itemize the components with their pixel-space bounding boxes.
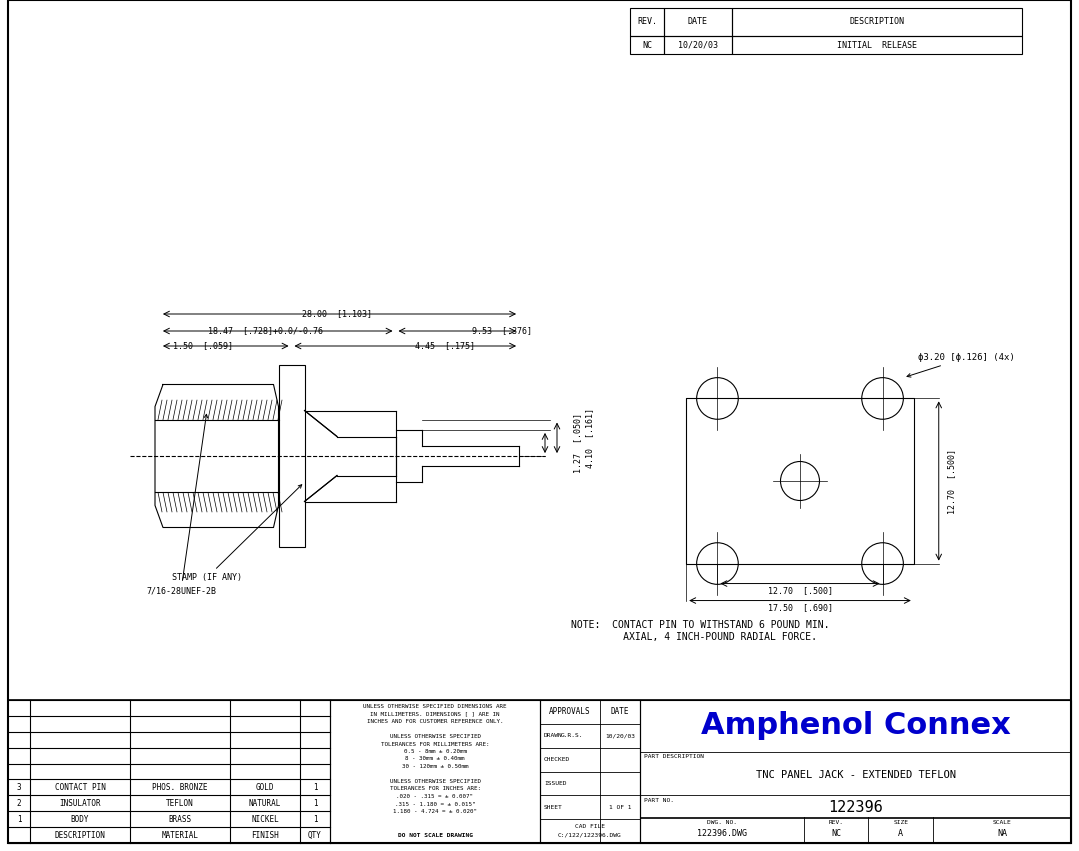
Bar: [732, 36, 1022, 54]
Text: DATE: DATE: [688, 18, 708, 26]
Text: 2: 2: [16, 799, 22, 808]
Bar: [540, 700, 640, 843]
Text: TEFLON: TEFLON: [166, 799, 194, 808]
Text: FINISH: FINISH: [251, 831, 278, 840]
Text: 3: 3: [16, 783, 22, 792]
Text: MATERIAL: MATERIAL: [162, 831, 199, 840]
Text: SCALE: SCALE: [993, 820, 1011, 825]
Text: 4.10  [.161]: 4.10 [.161]: [585, 408, 595, 468]
Bar: [686, 398, 914, 563]
Bar: [330, 700, 540, 843]
Text: 1.180 - 4.724 = ± 0.020": 1.180 - 4.724 = ± 0.020": [393, 809, 477, 814]
Text: SHEET: SHEET: [544, 805, 563, 810]
Text: NOTE:  CONTACT PIN TO WITHSTAND 6 POUND MIN.
       AXIAL, 4 INCH-POUND RADIAL F: NOTE: CONTACT PIN TO WITHSTAND 6 POUND M…: [571, 620, 830, 642]
Text: 1.50  [.059]: 1.50 [.059]: [174, 341, 233, 351]
Text: 1.27  [.050]: 1.27 [.050]: [573, 413, 582, 473]
Text: 1 OF 1: 1 OF 1: [609, 805, 631, 810]
Text: 12.70  [.500]: 12.70 [.500]: [946, 448, 956, 513]
Text: 122396: 122396: [828, 801, 883, 815]
Text: GOLD: GOLD: [256, 783, 274, 792]
Text: .020 - .315 = ± 0.007": .020 - .315 = ± 0.007": [396, 794, 474, 799]
Bar: [732, 8, 1022, 36]
Text: NATURAL: NATURAL: [249, 799, 282, 808]
Text: TOLERANCES FOR INCHES ARE:: TOLERANCES FOR INCHES ARE:: [390, 786, 480, 791]
Text: 7/16-28UNEF-2B: 7/16-28UNEF-2B: [146, 414, 216, 595]
Text: NC: NC: [642, 41, 652, 49]
Text: Amphenol Connex: Amphenol Connex: [700, 711, 1010, 740]
Text: 10/20/03: 10/20/03: [605, 734, 636, 739]
Text: INCHES AND FOR CUSTOMER REFERENCE ONLY.: INCHES AND FOR CUSTOMER REFERENCE ONLY.: [367, 719, 503, 724]
Bar: [630, 36, 664, 54]
Text: G.R.S.: G.R.S.: [561, 734, 584, 739]
Text: 30 - 120mm ± 0.50mm: 30 - 120mm ± 0.50mm: [401, 764, 468, 769]
Text: 12.70  [.500]: 12.70 [.500]: [767, 586, 833, 595]
Text: TOLERANCES FOR MILLIMETERS ARE:: TOLERANCES FOR MILLIMETERS ARE:: [381, 741, 489, 746]
Text: BODY: BODY: [71, 814, 90, 824]
Text: UNLESS OTHERWISE SPECIFIED: UNLESS OTHERWISE SPECIFIED: [390, 779, 480, 784]
Text: NC: NC: [831, 829, 842, 837]
Text: .315 - 1.180 = ± 0.015": .315 - 1.180 = ± 0.015": [395, 802, 475, 807]
Text: 18.47  [.728]+0.0/-0.76: 18.47 [.728]+0.0/-0.76: [208, 327, 323, 335]
Text: DESCRIPTION: DESCRIPTION: [849, 18, 904, 26]
Text: 1: 1: [16, 814, 22, 824]
Text: ISSUED: ISSUED: [544, 781, 566, 786]
Bar: [640, 700, 1071, 843]
Text: 1: 1: [313, 814, 317, 824]
Text: PHOS. BRONZE: PHOS. BRONZE: [152, 783, 208, 792]
Bar: [278, 365, 304, 547]
Text: REV.: REV.: [637, 18, 657, 26]
Text: 4.45  [.175]: 4.45 [.175]: [415, 341, 475, 351]
Text: UNLESS OTHERWISE SPECIFIED: UNLESS OTHERWISE SPECIFIED: [390, 734, 480, 739]
Text: 0.5 - 8mm ± 0.20mm: 0.5 - 8mm ± 0.20mm: [404, 749, 466, 754]
Text: DRAWN: DRAWN: [544, 734, 563, 739]
Text: REV.: REV.: [829, 820, 844, 825]
Text: SIZE: SIZE: [893, 820, 909, 825]
Text: INSULATOR: INSULATOR: [59, 799, 100, 808]
Bar: [664, 36, 732, 54]
Text: APPROVALS: APPROVALS: [549, 707, 591, 717]
Bar: [630, 8, 664, 36]
Text: UNLESS OTHERWISE SPECIFIED DIMENSIONS ARE: UNLESS OTHERWISE SPECIFIED DIMENSIONS AR…: [364, 704, 507, 709]
Text: 28.00  [1.103]: 28.00 [1.103]: [302, 310, 372, 318]
Text: C:/122/122396.DWG: C:/122/122396.DWG: [558, 832, 622, 837]
Text: 1: 1: [313, 799, 317, 808]
Text: CONTACT PIN: CONTACT PIN: [55, 783, 106, 792]
Text: ϕ3.20 [ϕ.126] (4x): ϕ3.20 [ϕ.126] (4x): [907, 353, 1014, 377]
Text: 1: 1: [313, 783, 317, 792]
Text: IN MILLIMETERS. DIMENSIONS [ ] ARE IN: IN MILLIMETERS. DIMENSIONS [ ] ARE IN: [370, 711, 500, 717]
Text: 122396.DWG: 122396.DWG: [697, 829, 747, 837]
Text: DO NOT SCALE DRAWING: DO NOT SCALE DRAWING: [397, 833, 473, 838]
Text: NA: NA: [997, 829, 1007, 837]
Text: 9.53  [.376]: 9.53 [.376]: [473, 327, 532, 335]
Text: 10/20/03: 10/20/03: [678, 41, 718, 49]
Text: BRASS: BRASS: [168, 814, 192, 824]
Text: 17.50  [.690]: 17.50 [.690]: [767, 603, 833, 612]
Text: DESCRIPTION: DESCRIPTION: [55, 831, 106, 840]
Bar: [664, 8, 732, 36]
Text: QTY: QTY: [309, 831, 322, 840]
Text: A: A: [898, 829, 903, 837]
Text: DWG. NO.: DWG. NO.: [707, 820, 737, 825]
Text: INITIAL  RELEASE: INITIAL RELEASE: [837, 41, 917, 49]
Text: TNC PANEL JACK - EXTENDED TEFLON: TNC PANEL JACK - EXTENDED TEFLON: [755, 770, 956, 780]
Text: PART DESCRIPTION: PART DESCRIPTION: [644, 755, 704, 759]
Text: DATE: DATE: [611, 707, 629, 717]
Bar: [8, 700, 1071, 843]
Text: PART NO.: PART NO.: [644, 797, 674, 802]
Text: STAMP (IF ANY): STAMP (IF ANY): [172, 485, 302, 582]
Text: CHECKED: CHECKED: [544, 757, 570, 762]
Text: NICKEL: NICKEL: [251, 814, 278, 824]
Text: CAD FILE: CAD FILE: [575, 825, 605, 830]
Text: 8 - 30mm ± 0.40mm: 8 - 30mm ± 0.40mm: [406, 757, 465, 762]
